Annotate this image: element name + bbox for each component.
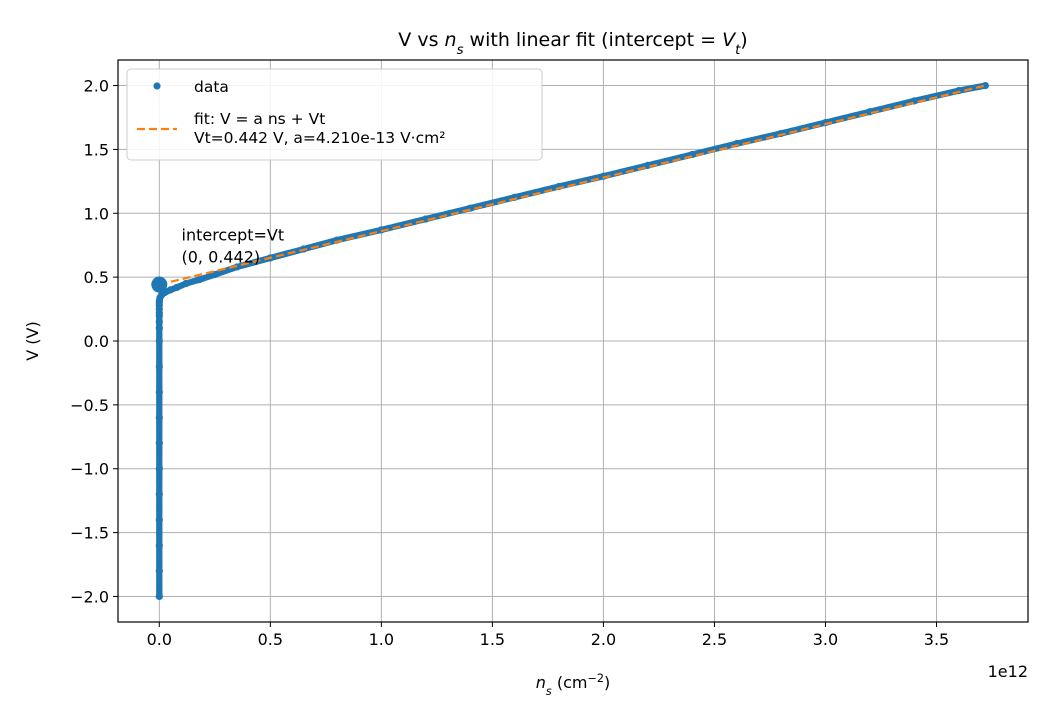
data-point [155,541,163,549]
data-point [155,388,163,396]
y-tick-label: −1.0 [70,460,109,479]
y-tick-label: 1.0 [84,204,109,223]
chart-title: V vs ns with linear fit (intercept = Vt) [398,29,747,58]
data-point [155,318,163,326]
y-tick-label: 1.5 [84,140,109,159]
data-point [155,567,163,575]
x-offset-label: 1e12 [988,662,1028,681]
y-axis: −2.0 −1.5 −1.0 −0.5 0.0 0.5 1.0 1.5 2.0 [70,77,118,606]
data-point [211,270,219,279]
data-point [155,465,163,473]
data-point [155,439,163,447]
legend: data fit: V = a ns + Vt Vt=0.442 V, a=4.21… [126,68,543,161]
data-point [155,592,163,601]
data-point [195,276,203,284]
data-point [155,362,163,371]
data-point [155,414,163,422]
data-point [166,286,175,294]
annotation-line: (0, 0.442) [182,248,261,267]
x-axis-label: ns (cm−2) [536,672,610,698]
x-tick-label: 1.0 [369,630,394,649]
data-point [182,279,190,288]
annotation: intercept=Vt (0, 0.442) [182,226,285,267]
data-point [155,490,163,498]
data-point [155,337,163,345]
x-tick-label: 2.5 [702,630,727,649]
legend-box [126,68,543,161]
y-tick-label: 0.0 [84,332,109,351]
x-tick-label: 3.0 [813,630,838,649]
legend-label-fit: fit: V = a ns + Vt Vt=0.442 V, a=4.210e-1… [194,110,445,147]
x-tick-label: 0.0 [147,630,172,649]
y-tick-label: −2.0 [70,587,109,606]
data-point [155,516,163,524]
x-tick-label: 0.5 [258,630,283,649]
intercept-marker [151,276,168,293]
data-point [422,215,430,223]
annotation-line: intercept=Vt [182,226,285,245]
y-tick-label: −1.5 [70,524,109,543]
data-point [981,81,989,90]
x-axis: 0.0 0.5 1.0 1.5 2.0 2.5 3.0 3.5 [147,622,949,649]
legend-label-data: data [194,78,229,96]
plot-series [151,81,989,601]
fit-line [159,84,986,286]
y-tick-label: −0.5 [70,396,109,415]
legend-marker-data [153,82,161,90]
data-point [173,283,181,291]
data-point [155,324,163,332]
x-tick-label: 3.5 [924,630,949,649]
y-tick-label: 2.0 [84,77,109,96]
x-tick-label: 1.5 [480,630,505,649]
y-tick-label: 0.5 [84,268,109,287]
y-axis-label: V (V) [23,321,42,360]
x-tick-label: 2.0 [591,630,616,649]
